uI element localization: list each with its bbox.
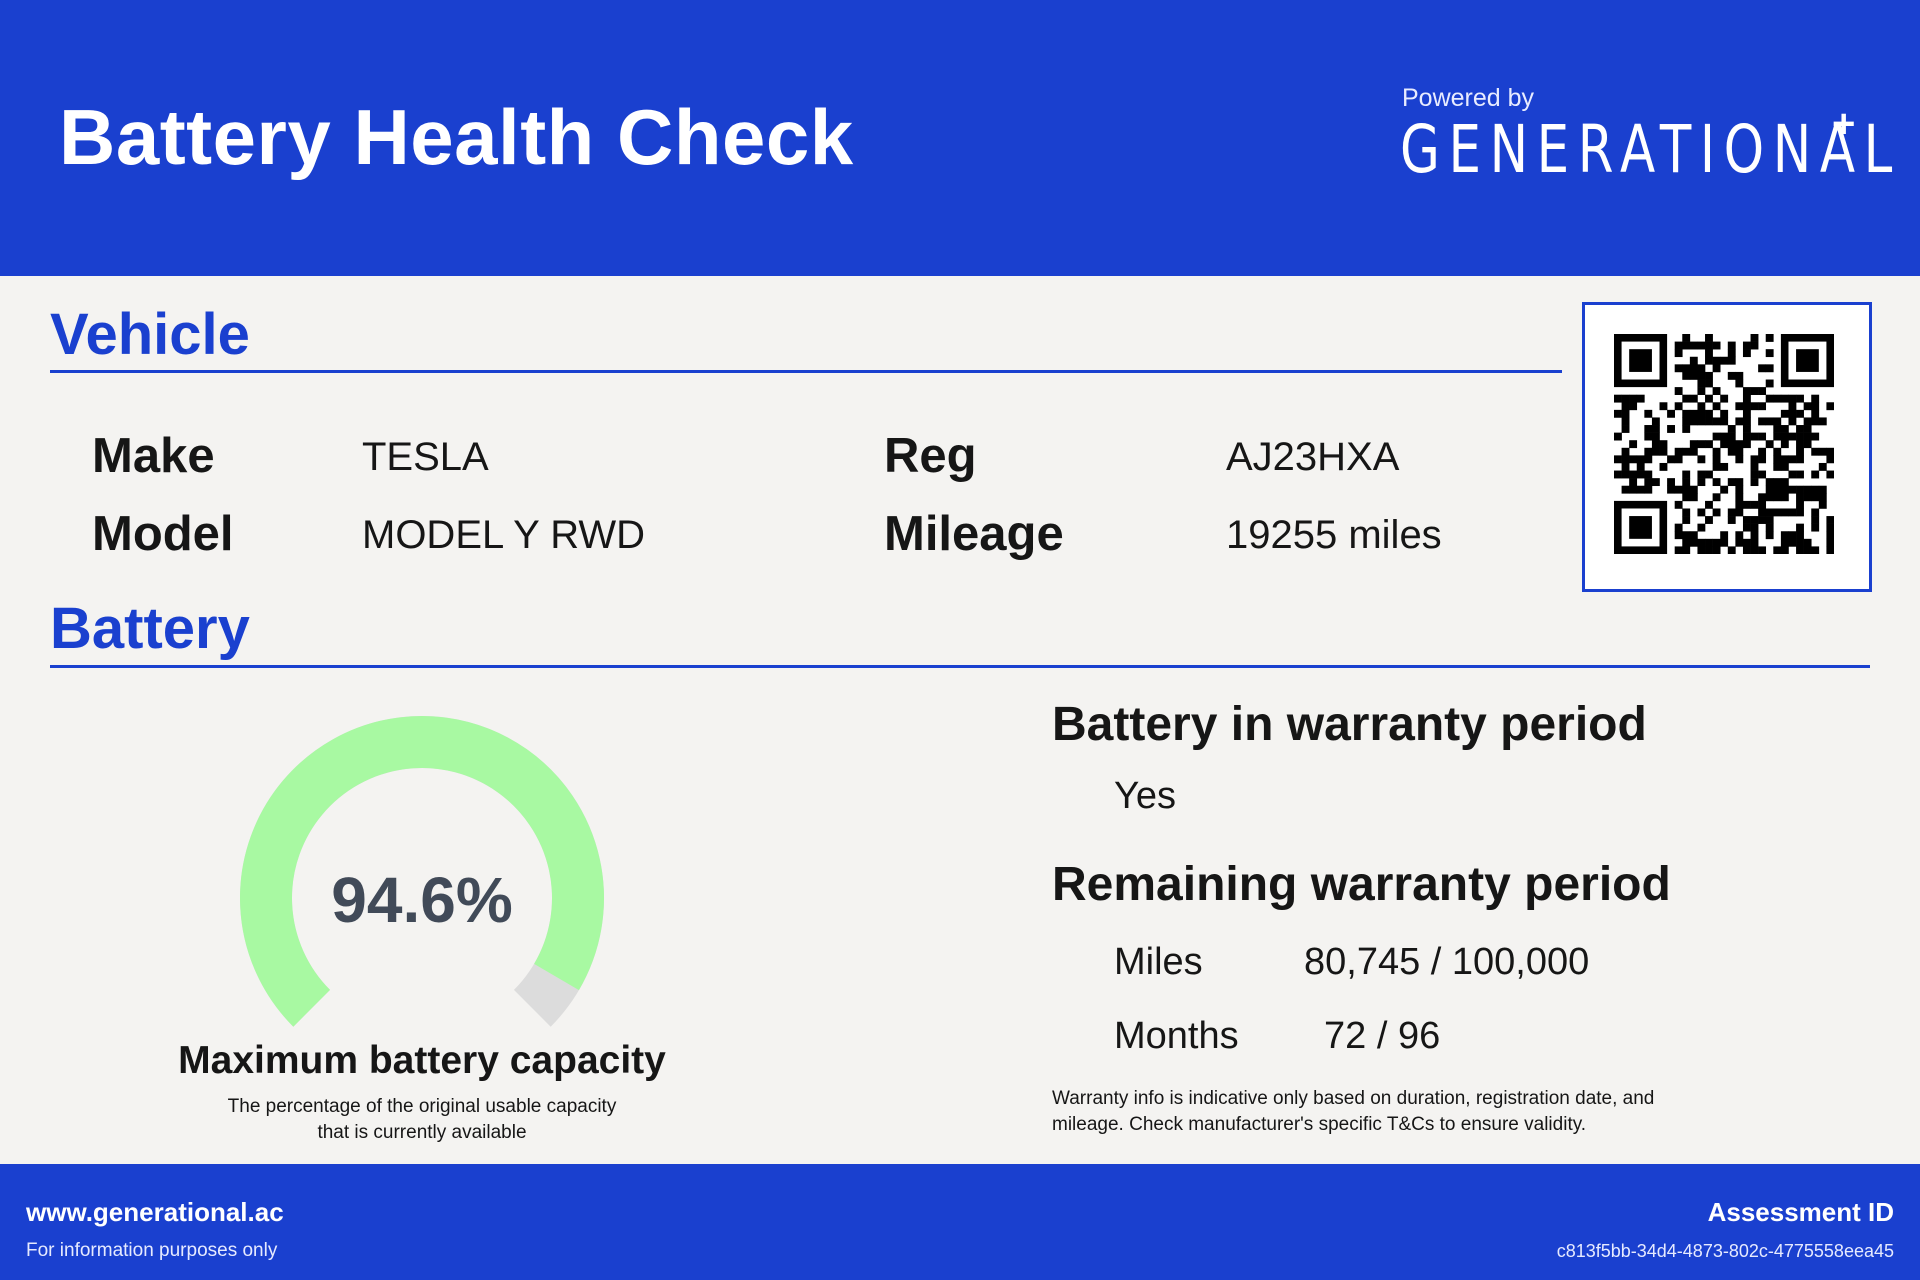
assessment-id-label: Assessment ID: [1707, 1197, 1894, 1227]
mileage-value: 19255 miles: [1226, 513, 1442, 557]
battery-section-title: Battery: [50, 596, 250, 661]
website-link[interactable]: www.generational.ac: [26, 1197, 284, 1227]
model-value: MODEL Y RWD: [362, 513, 646, 557]
assessment-id-value: c813f5bb-34d4-4873-802c-4775558eea45: [1556, 1241, 1894, 1261]
info-note: For information purposes only: [26, 1240, 278, 1261]
make-value: TESLA: [362, 435, 489, 479]
make-label: Make: [92, 429, 215, 483]
miles-value: 80,745 / 100,000: [1304, 941, 1590, 983]
reg-label: Reg: [884, 429, 977, 483]
miles-label: Miles: [1114, 941, 1203, 983]
brand-logo: GENERATIONAL: [1400, 111, 1901, 188]
header-banner: Battery Health Check Powered by GENERATI…: [0, 0, 1920, 276]
footer-banner: www.generational.ac For information purp…: [0, 1164, 1920, 1280]
qr-code-frame[interactable]: [1582, 302, 1872, 592]
warranty-heading: Battery in warranty period: [1052, 698, 1647, 751]
warranty-disclaimer: Warranty info is indicative only based o…: [1052, 1086, 1772, 1138]
powered-by-text: Powered by: [1402, 84, 1535, 112]
warranty-value: Yes: [1114, 775, 1176, 817]
mileage-label: Mileage: [884, 507, 1064, 561]
gauge-fill: [240, 716, 604, 1027]
capacity-title: Maximum battery capacity: [178, 1039, 666, 1082]
capacity-description: The percentage of the original usable ca…: [140, 1094, 704, 1146]
qr-code-icon: [1614, 334, 1834, 554]
model-label: Model: [92, 507, 234, 561]
page-title: Battery Health Check: [59, 93, 854, 181]
months-label: Months: [1114, 1015, 1239, 1057]
disclaimer-line: Warranty info is indicative only based o…: [1052, 1088, 1655, 1109]
vehicle-divider: [50, 370, 1562, 373]
reg-value: AJ23HXA: [1226, 435, 1400, 479]
capacity-gauge: [240, 716, 604, 1027]
months-value: 72 / 96: [1324, 1015, 1441, 1057]
disclaimer-line: mileage. Check manufacturer's specific T…: [1052, 1114, 1587, 1135]
capacity-description-line: that is currently available: [317, 1122, 527, 1143]
capacity-description-line: The percentage of the original usable ca…: [227, 1096, 617, 1117]
vehicle-section-title: Vehicle: [50, 302, 250, 367]
remaining-warranty-heading: Remaining warranty period: [1052, 858, 1671, 911]
brand-plus-mark: +: [1832, 102, 1856, 146]
capacity-value: 94.6%: [331, 864, 513, 936]
battery-divider: [50, 665, 1870, 668]
